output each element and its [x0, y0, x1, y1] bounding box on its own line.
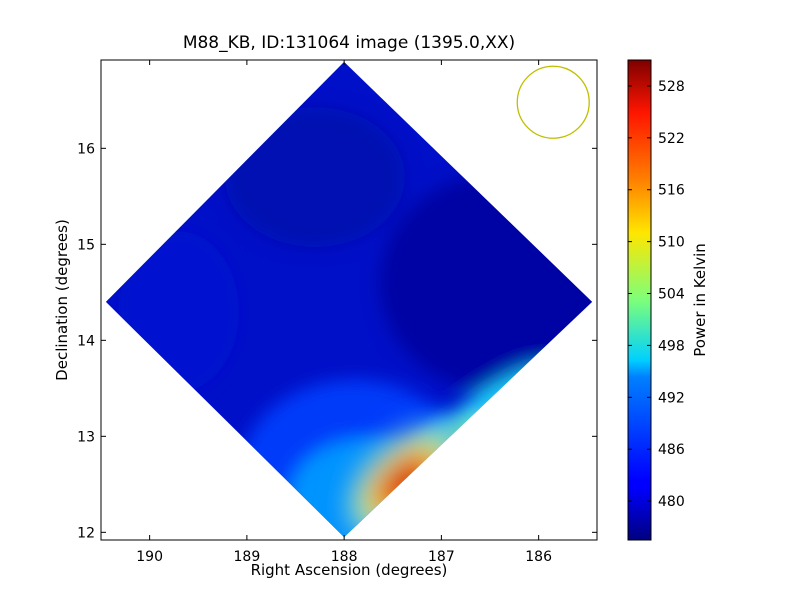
x-tick-label: 187: [428, 549, 455, 565]
colorbar-ticks: 480 486 492 498 504 510 516 522 528: [628, 79, 685, 510]
x-tick-label: 189: [234, 549, 261, 565]
y-axis: 12 13 14 15 16: [77, 141, 597, 541]
map-shade: [118, 231, 239, 392]
colorbar-tick-label: 480: [658, 494, 685, 510]
beam-circle: [516, 65, 590, 139]
colorbar: [628, 60, 651, 540]
colorbar-tick-label: 504: [658, 287, 685, 303]
y-tick-label: 13: [77, 429, 95, 445]
colorbar-frame: [627, 59, 652, 541]
x-tick-label: 190: [136, 549, 163, 565]
colorbar-tick-label: 522: [658, 131, 685, 147]
map-shade: [224, 107, 405, 248]
chart-title: M88_KB, ID:131064 image (1395.0,XX): [182, 33, 516, 53]
y-tick-label: 14: [77, 333, 95, 349]
x-axis: 190 189 188 187 186: [136, 60, 552, 565]
colorbar-tick-label: 528: [658, 79, 685, 95]
y-tick-label: 16: [77, 141, 95, 157]
colorbar-tick-label: 516: [658, 183, 685, 199]
y-tick-label: 12: [77, 525, 95, 541]
colorbar-label: Power in Kelvin: [691, 243, 709, 357]
x-tick-label: 186: [525, 549, 552, 565]
x-axis-label: Right Ascension (degrees): [250, 561, 448, 579]
colorbar-tick-label: 492: [658, 390, 685, 406]
colorbar-tick-label: 510: [658, 235, 685, 251]
y-axis-label: Declination (degrees): [53, 219, 71, 381]
y-tick-label: 15: [77, 237, 95, 253]
colorbar-tick-label: 498: [658, 338, 685, 354]
plot-frame: [100, 59, 598, 541]
map-shade: [379, 172, 593, 393]
colorbar-tick-label: 486: [658, 442, 685, 458]
x-tick-label: 188: [331, 549, 358, 565]
